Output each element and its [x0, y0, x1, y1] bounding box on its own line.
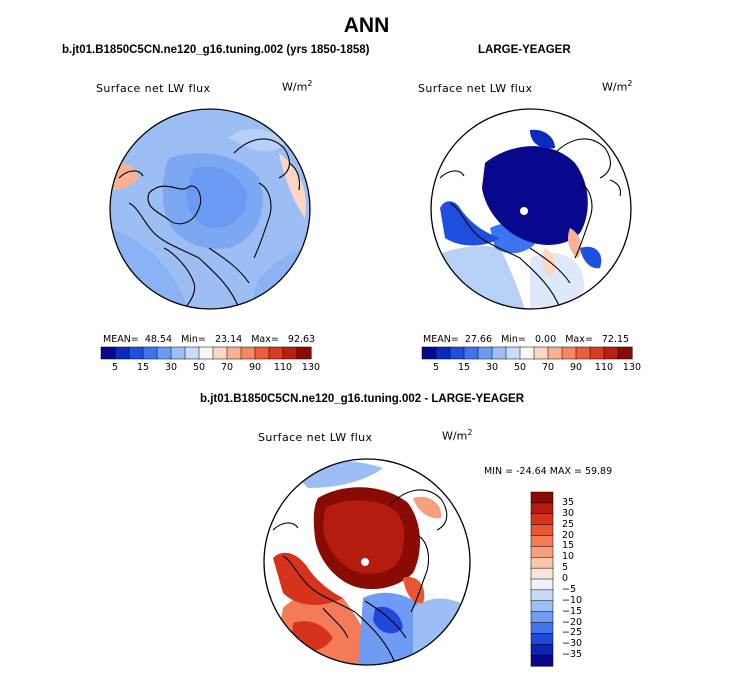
colorbar-tick-label: 5: [111, 362, 119, 373]
colorbar-swatch: [603, 346, 619, 360]
colorbar-swatch: [530, 491, 554, 504]
colorbar-swatch: [296, 346, 312, 360]
colorbar-swatch: [505, 346, 521, 360]
colorbar-swatch: [530, 513, 554, 526]
colorbar-tick-label: 70: [541, 362, 555, 373]
colorbar-swatch: [519, 346, 535, 360]
colorbar-swatch: [617, 346, 633, 360]
colorbar-swatch: [184, 346, 200, 360]
colorbar-swatch: [212, 346, 228, 360]
panel2-polar-map: [430, 108, 632, 310]
panel2-units: W/m2: [602, 79, 633, 94]
colorbar-swatch: [170, 346, 186, 360]
colorbar-tick-label: 130: [622, 362, 642, 373]
colorbar-tick-label: 30: [485, 362, 499, 373]
colorbar-swatch: [198, 346, 214, 360]
colorbar-swatch: [477, 346, 493, 360]
colorbar-swatch: [530, 567, 554, 580]
colorbar-tick-label: 25: [562, 518, 575, 530]
colorbar-swatch: [530, 644, 554, 656]
colorbar-tick-label: 20: [562, 529, 575, 541]
colorbar-swatch: [575, 346, 591, 360]
panel3-stats: MIN = -24.64 MAX = 59.89: [484, 466, 613, 477]
colorbar-swatch: [530, 611, 554, 624]
panel2-title: LARGE-YEAGER: [478, 44, 571, 56]
colorbar-swatch: [530, 654, 554, 667]
colorbar-tick-label: 10: [562, 551, 575, 563]
colorbar-swatch: [128, 346, 144, 360]
panel3-polar-map: [263, 458, 471, 666]
colorbar-swatch: [530, 589, 554, 602]
colorbar-swatch: [449, 346, 465, 360]
colorbar-swatch: [421, 346, 437, 360]
panel1-polar-map: [109, 108, 311, 310]
main-title: ANN: [343, 14, 390, 37]
panel1-units: W/m2: [282, 79, 313, 94]
panel2-stats: MEAN= 27.66 Min= 0.00 Max= 72.15: [423, 334, 630, 345]
colorbar-tick-label: 130: [301, 362, 321, 373]
panel2-variable-label: Surface net LW flux: [418, 82, 533, 95]
colorbar-tick-label: 30: [164, 362, 178, 373]
colorbar-swatch: [268, 346, 284, 360]
colorbar-swatch: [142, 346, 158, 360]
colorbar-tick-label: 15: [457, 362, 471, 373]
colorbar-swatch: [530, 557, 554, 569]
panel3-colorbar: [530, 491, 554, 667]
panel3-title: b.jt01.B1850C5CN.ne120_g16.tuning.002 - …: [200, 393, 525, 405]
panel3-variable-label: Surface net LW flux: [258, 431, 373, 444]
panel1-stats: MEAN= 48.54 Min= 23.14 Max= 92.63: [103, 334, 316, 345]
colorbar-tick-label: −30: [562, 638, 583, 650]
colorbar-swatch: [114, 346, 130, 360]
colorbar-swatch: [530, 578, 554, 591]
colorbar-tick-label: −15: [562, 605, 583, 617]
colorbar-tick-label: 0: [562, 573, 569, 584]
colorbar-swatch: [530, 633, 554, 645]
colorbar-tick-label: −10: [562, 594, 583, 606]
colorbar-swatch: [561, 346, 577, 360]
panel1-colorbar: [100, 346, 312, 360]
colorbar-tick-label: −25: [562, 627, 583, 639]
colorbar-tick-label: 15: [136, 362, 150, 373]
colorbar-swatch: [463, 346, 479, 360]
colorbar-swatch: [491, 346, 507, 360]
colorbar-swatch: [226, 346, 242, 360]
colorbar-tick-label: 5: [562, 562, 569, 574]
panel1-variable-label: Surface net LW flux: [96, 82, 211, 95]
colorbar-swatch: [530, 502, 554, 515]
colorbar-swatch: [530, 535, 554, 547]
colorbar-tick-label: 70: [220, 362, 234, 373]
colorbar-swatch: [530, 600, 554, 613]
colorbar-swatch: [530, 524, 554, 537]
colorbar-tick-label: 110: [594, 362, 614, 373]
colorbar-tick-label: 35: [562, 496, 575, 508]
colorbar-tick-label: −5: [562, 583, 577, 595]
colorbar-swatch: [100, 346, 116, 360]
panel3-units: W/m2: [442, 428, 473, 443]
colorbar-tick-label: 50: [513, 362, 527, 373]
panel2-colorbar: [421, 346, 633, 360]
colorbar-swatch: [530, 622, 554, 634]
colorbar-swatch: [282, 346, 298, 360]
colorbar-tick-label: −35: [562, 649, 583, 661]
colorbar-swatch: [156, 346, 172, 360]
colorbar-swatch: [533, 346, 549, 360]
colorbar-swatch: [589, 346, 605, 360]
colorbar-tick-label: −20: [562, 616, 583, 628]
colorbar-tick-label: 5: [432, 362, 440, 373]
colorbar-tick-label: 90: [248, 362, 262, 373]
colorbar-tick-label: 15: [562, 540, 575, 552]
panel1-title: b.jt01.B1850C5CN.ne120_g16.tuning.002 (y…: [62, 44, 370, 56]
colorbar-tick-label: 90: [569, 362, 583, 373]
colorbar-swatch: [547, 346, 563, 360]
colorbar-tick-label: 30: [562, 507, 575, 519]
colorbar-swatch: [254, 346, 270, 360]
colorbar-swatch: [530, 546, 554, 558]
colorbar-tick-label: 50: [192, 362, 206, 373]
colorbar-swatch: [240, 346, 256, 360]
colorbar-tick-label: 110: [273, 362, 293, 373]
colorbar-swatch: [435, 346, 451, 360]
